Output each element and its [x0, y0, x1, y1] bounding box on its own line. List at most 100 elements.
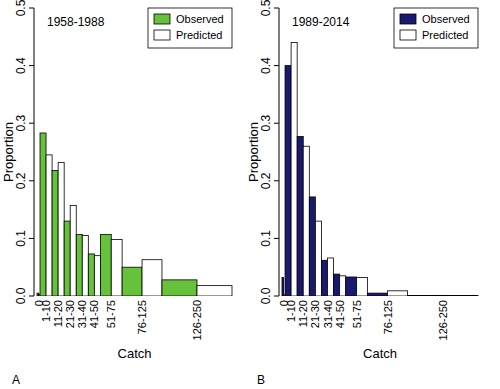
- bar: [52, 170, 58, 296]
- legend-box: [394, 8, 478, 48]
- bar: [70, 206, 76, 296]
- bar: [122, 267, 142, 296]
- x-tick-label: 126-250: [191, 300, 203, 340]
- bar: [315, 221, 321, 296]
- bar: [328, 258, 334, 296]
- x-tick-label: 1-10: [285, 300, 297, 322]
- x-tick-labels: 01-1011-2021-3031-4041-5051-7576-125126-…: [33, 300, 203, 340]
- bar: [82, 236, 88, 296]
- bar: [321, 260, 327, 296]
- legend-label: Observed: [176, 13, 224, 25]
- y-axis-label: Proportion: [1, 122, 16, 182]
- bar: [58, 162, 64, 296]
- bar: [357, 278, 368, 296]
- y-tick-label: 0.2: [14, 172, 28, 189]
- x-tick-label: 41-50: [88, 300, 100, 328]
- bar: [100, 234, 111, 296]
- bar: [64, 221, 70, 296]
- x-axis-label: Catch: [363, 346, 397, 361]
- bar: [142, 260, 162, 296]
- bar: [285, 66, 291, 296]
- y-tick: [29, 65, 34, 66]
- legend: Observed Predicted: [148, 8, 232, 48]
- x-tick-label: 31-40: [322, 300, 334, 328]
- y-tick-label: 0.5: [14, 0, 28, 16]
- background: [0, 0, 500, 389]
- bar: [88, 254, 94, 296]
- y-tick: [29, 180, 34, 181]
- bar: [76, 234, 82, 296]
- bar: [303, 146, 309, 296]
- y-tick-label: 0.2: [259, 172, 273, 189]
- x-tick-label: 126-250: [437, 300, 449, 340]
- x-tick-label: 11-20: [297, 300, 309, 327]
- legend: Observed Predicted: [394, 8, 478, 48]
- legend-label: Predicted: [422, 29, 468, 41]
- bar: [334, 274, 340, 296]
- x-tick-label: 11-20: [52, 300, 64, 327]
- y-tick-label: 0.0: [259, 287, 273, 304]
- bar: [443, 295, 478, 296]
- x-tick-label: 21-30: [309, 300, 321, 328]
- panel-label: A: [12, 373, 20, 387]
- x-tick-label: 76-125: [136, 300, 148, 334]
- bar: [162, 280, 197, 296]
- bar: [197, 286, 232, 296]
- panel-label: B: [257, 373, 265, 387]
- bar: [94, 256, 100, 296]
- y-tick-label: 0.4: [259, 57, 273, 74]
- y-axis: [279, 8, 280, 296]
- y-tick-label: 0.0: [14, 287, 28, 304]
- x-tick-label: 41-50: [334, 300, 346, 328]
- legend-swatch: [400, 30, 416, 40]
- bar: [282, 278, 284, 296]
- x-axis-label: Catch: [118, 346, 152, 361]
- bar: [309, 197, 315, 296]
- y-tick-label: 0.1: [259, 230, 273, 247]
- y-tick: [274, 296, 279, 297]
- bar: [40, 133, 46, 296]
- bar: [297, 136, 303, 296]
- panel: 0.00.10.20.30.40.5Proportion01-1011-2021…: [246, 0, 478, 387]
- bar: [346, 277, 357, 296]
- y-tick: [29, 8, 34, 9]
- title: 1958-1988: [47, 15, 105, 29]
- bar: [408, 295, 443, 296]
- y-tick: [29, 296, 34, 297]
- bar: [111, 240, 122, 296]
- y-tick-label: 0.3: [259, 115, 273, 132]
- y-axis: [34, 8, 35, 296]
- bars: [37, 133, 232, 296]
- y-tick-label: 0.1: [14, 230, 28, 247]
- y-axis-label: Proportion: [246, 122, 261, 182]
- x-tick-labels: 01-1011-2021-3031-4041-5051-7576-125126-…: [278, 300, 449, 340]
- bar: [368, 293, 388, 296]
- bar: [388, 291, 408, 296]
- y-tick: [274, 123, 279, 124]
- x-tick-label: 31-40: [76, 300, 88, 328]
- y-tick: [29, 238, 34, 239]
- legend-label: Observed: [422, 13, 470, 25]
- legend-box: [148, 8, 232, 48]
- x-tick-label: 1-10: [40, 300, 52, 322]
- y-tick: [274, 238, 279, 239]
- y-tick-label: 0.3: [14, 115, 28, 132]
- x-tick-label: 76-125: [382, 300, 394, 334]
- legend-label: Predicted: [176, 29, 222, 41]
- x-tick-label: 51-75: [105, 300, 117, 328]
- legend-swatch: [154, 30, 170, 40]
- figure: 0.00.10.20.30.40.5Proportion01-1011-2021…: [0, 0, 500, 389]
- x-tick-label: 51-75: [351, 300, 363, 328]
- y-tick: [274, 65, 279, 66]
- y-tick: [29, 123, 34, 124]
- x-tick-label: 21-30: [64, 300, 76, 328]
- bar: [340, 276, 346, 296]
- bars: [282, 43, 478, 296]
- bar: [291, 43, 297, 296]
- bar: [46, 155, 52, 296]
- y-tick-label: 0.4: [14, 57, 28, 74]
- y-tick-label: 0.5: [259, 0, 273, 16]
- title: 1989-2014: [292, 15, 350, 29]
- legend-swatch: [154, 14, 170, 24]
- legend-swatch: [400, 14, 416, 24]
